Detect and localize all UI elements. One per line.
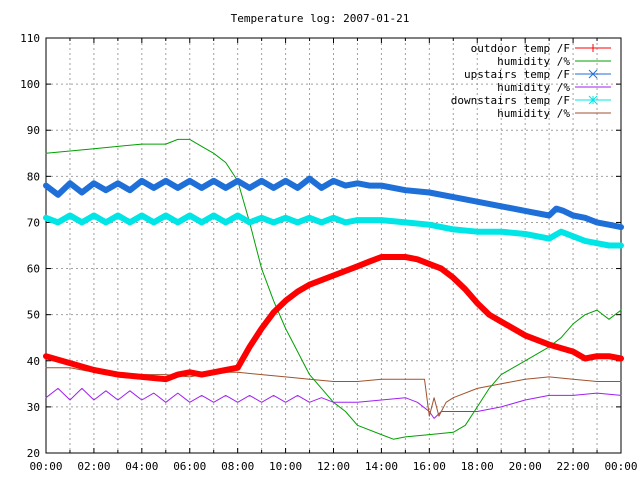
x-tick-label: 00:00 bbox=[29, 460, 62, 473]
x-tick-label: 12:00 bbox=[317, 460, 350, 473]
series-line-2 bbox=[43, 175, 624, 231]
x-tick-label: 10:00 bbox=[269, 460, 302, 473]
legend-label: humidity /% bbox=[497, 55, 570, 68]
y-tick-label: 30 bbox=[27, 401, 40, 414]
series-line-3 bbox=[45, 387, 622, 419]
legend-marker bbox=[588, 69, 598, 79]
data-series bbox=[43, 138, 624, 440]
series-line-5 bbox=[45, 367, 622, 417]
y-tick-label: 90 bbox=[27, 124, 40, 137]
x-tick-label: 00:00 bbox=[604, 460, 637, 473]
y-tick-label: 40 bbox=[27, 355, 40, 368]
y-tick-label: 80 bbox=[27, 170, 40, 183]
x-tick-label: 04:00 bbox=[125, 460, 158, 473]
x-tick-label: 20:00 bbox=[509, 460, 542, 473]
x-tick-label: 18:00 bbox=[461, 460, 494, 473]
legend-label: upstairs temp /F bbox=[464, 68, 570, 81]
x-tick-label: 02:00 bbox=[77, 460, 110, 473]
y-tick-label: 20 bbox=[27, 447, 40, 460]
legend-marker bbox=[588, 95, 598, 105]
grid-lines bbox=[46, 38, 621, 453]
legend-label: humidity /% bbox=[497, 107, 570, 120]
legend-label: outdoor temp /F bbox=[471, 42, 570, 55]
x-tick-label: 16:00 bbox=[413, 460, 446, 473]
y-tick-label: 110 bbox=[20, 32, 40, 45]
series-line-4 bbox=[43, 212, 624, 249]
legend-label: humidity /% bbox=[497, 81, 570, 94]
y-tick-label: 50 bbox=[27, 309, 40, 322]
y-tick-label: 60 bbox=[27, 263, 40, 276]
y-tick-label: 70 bbox=[27, 216, 40, 229]
chart-title: Temperature log: 2007-01-21 bbox=[231, 12, 410, 25]
legend-label: downstairs temp /F bbox=[451, 94, 570, 107]
x-tick-label: 06:00 bbox=[173, 460, 206, 473]
x-tick-label: 08:00 bbox=[221, 460, 254, 473]
series-line-0 bbox=[43, 254, 624, 383]
x-tick-label: 14:00 bbox=[365, 460, 398, 473]
y-tick-label: 100 bbox=[20, 78, 40, 91]
x-tick-label: 22:00 bbox=[557, 460, 590, 473]
